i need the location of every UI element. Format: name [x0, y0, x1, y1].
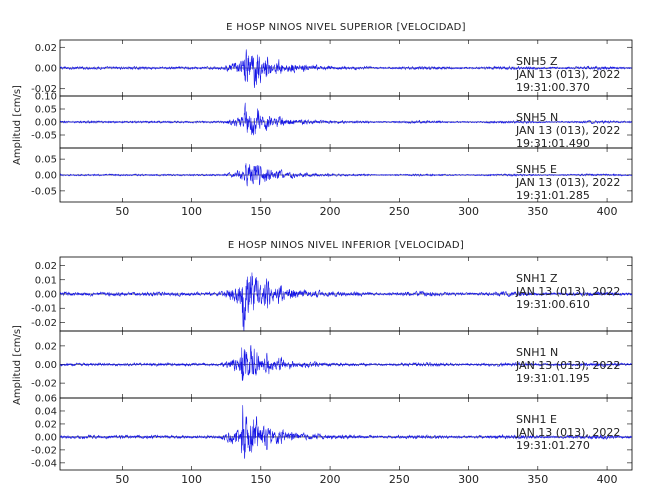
x-tick-label: 250 [389, 205, 410, 218]
date-label: JAN 13 (013), 2022 [515, 176, 620, 189]
x-tick-label: 200 [320, 205, 341, 218]
x-tick-label: 350 [527, 473, 548, 486]
x-tick-label: 300 [458, 205, 479, 218]
y-axis-label: Amplitud [cm/s] [12, 85, 23, 165]
date-label: JAN 13 (013), 2022 [515, 285, 620, 298]
x-tick-label: 50 [115, 473, 129, 486]
time-label: 19:31:01.490 [516, 137, 590, 150]
station-label: SNH5 N [516, 111, 558, 124]
y-tick-label: 0.01 [35, 275, 57, 286]
date-label: JAN 13 (013), 2022 [515, 359, 620, 372]
y-tick-label: -0.02 [31, 445, 57, 456]
y-tick-label: 0.00 [35, 118, 57, 129]
time-label: 19:31:01.285 [516, 189, 590, 202]
station-label: SNH1 E [516, 413, 557, 426]
x-tick-label: 50 [115, 205, 129, 218]
y-tick-label: 0.04 [35, 406, 57, 417]
y-tick-label: -0.04 [31, 458, 57, 469]
seismogram-trace [59, 102, 633, 136]
x-tick-label: 100 [181, 205, 202, 218]
seismogram-trace [59, 345, 633, 381]
y-tick-label: -0.05 [31, 186, 57, 197]
y-axis-label: Amplitud [cm/s] [12, 325, 23, 405]
station-label: SNH5 Z [516, 55, 558, 68]
y-tick-label: 0.02 [35, 419, 57, 430]
x-tick-label: 300 [458, 473, 479, 486]
y-tick-label: -0.02 [31, 379, 57, 390]
x-tick-label: 100 [181, 473, 202, 486]
seismogram-group-lower: E HOSP NINOS NIVEL INFERIOR [VELOCIDAD] … [12, 240, 633, 486]
station-label: SNH5 E [516, 163, 557, 176]
station-label: SNH1 N [516, 346, 558, 359]
panel-frame [59, 397, 633, 471]
x-tick-label: 150 [250, 205, 271, 218]
seismogram-trace [59, 163, 633, 187]
x-tick-label: 400 [597, 473, 618, 486]
y-tick-label: 0.00 [35, 171, 57, 182]
y-tick-label: 0.00 [35, 64, 57, 75]
x-tick-label: 150 [250, 473, 271, 486]
time-label: 19:31:01.195 [516, 372, 590, 385]
y-tick-label: 0.02 [35, 341, 57, 352]
x-tick-label: 200 [320, 473, 341, 486]
y-tick-label: 0.00 [35, 290, 57, 301]
y-tick-label: 0.06 [35, 394, 57, 405]
y-tick-label: 0.10 [35, 92, 57, 103]
date-label: JAN 13 (013), 2022 [515, 124, 620, 137]
seismogram-trace [59, 405, 633, 459]
y-tick-label: 0.02 [35, 261, 57, 272]
y-tick-label: -0.02 [31, 84, 57, 95]
y-tick-label: -0.02 [31, 318, 57, 329]
date-label: JAN 13 (013), 2022 [515, 68, 620, 81]
chart-title: E HOSP NINOS NIVEL INFERIOR [VELOCIDAD] [228, 240, 464, 251]
y-tick-label: 0.00 [35, 432, 57, 443]
y-tick-label: 0.05 [35, 155, 57, 166]
x-tick-label: 400 [597, 205, 618, 218]
seismogram-trace [59, 272, 633, 332]
x-tick-label: 350 [527, 205, 548, 218]
date-label: JAN 13 (013), 2022 [515, 426, 620, 439]
seismogram-group-upper: E HOSP NINOS NIVEL SUPERIOR [VELOCIDAD] … [12, 22, 633, 218]
station-label: SNH1 Z [516, 272, 558, 285]
y-tick-label: 0.02 [35, 43, 57, 54]
y-tick-label: -0.05 [31, 131, 57, 142]
x-tick-label: 250 [389, 473, 410, 486]
time-label: 19:31:01.270 [516, 439, 590, 452]
time-label: 19:31:00.370 [516, 81, 590, 94]
y-tick-label: -0.01 [31, 304, 57, 315]
chart-title: E HOSP NINOS NIVEL SUPERIOR [VELOCIDAD] [226, 22, 466, 33]
y-tick-label: 0.00 [35, 360, 57, 371]
y-tick-label: 0.05 [35, 105, 57, 116]
time-label: 19:31:00.610 [516, 298, 590, 311]
seismogram-trace [59, 49, 632, 89]
